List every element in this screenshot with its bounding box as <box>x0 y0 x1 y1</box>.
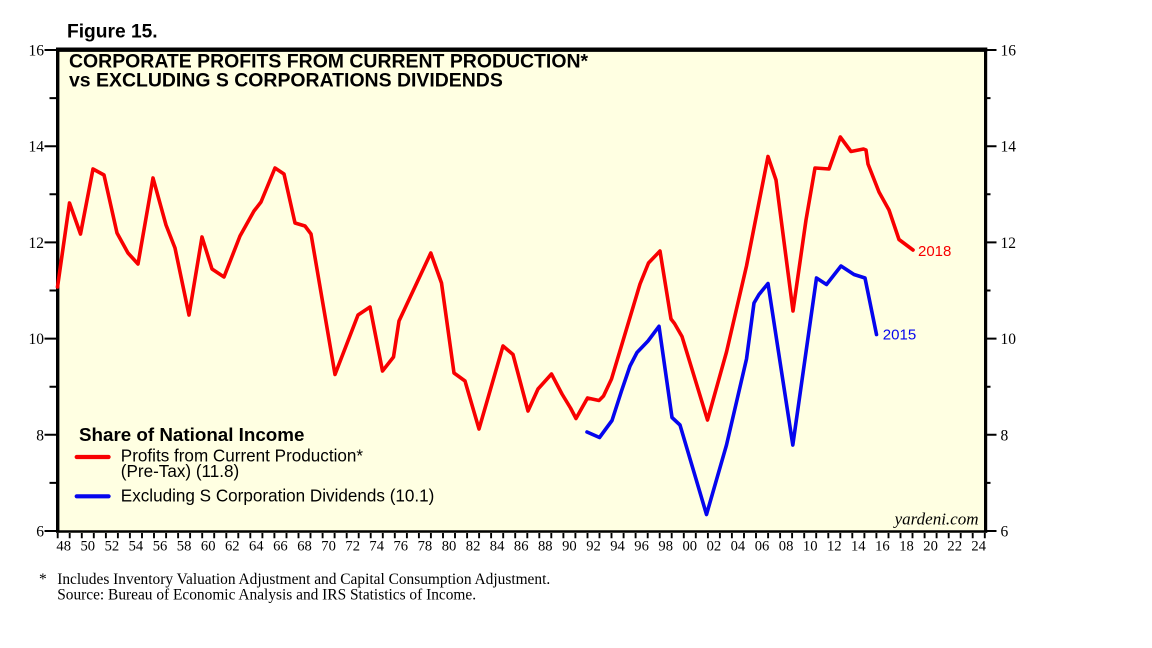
svg-text:10: 10 <box>29 331 45 348</box>
svg-text:vs EXCLUDING S CORPORATIONS DI: vs EXCLUDING S CORPORATIONS DIVIDENDS <box>69 70 503 92</box>
svg-text:8: 8 <box>36 427 44 444</box>
svg-text:82: 82 <box>466 539 481 555</box>
svg-text:66: 66 <box>273 539 288 555</box>
svg-text:74: 74 <box>369 539 384 555</box>
svg-text:86: 86 <box>514 539 529 555</box>
svg-text:68: 68 <box>297 539 312 555</box>
svg-text:62: 62 <box>225 539 240 555</box>
svg-text:98: 98 <box>658 539 673 555</box>
svg-text:76: 76 <box>394 539 409 555</box>
svg-text:14: 14 <box>851 539 866 555</box>
svg-text:00: 00 <box>683 539 698 555</box>
svg-text:16: 16 <box>1001 43 1017 60</box>
svg-text:2018: 2018 <box>918 243 951 260</box>
svg-text:Excluding S Corporation Divide: Excluding S Corporation Dividends (10.1) <box>121 486 435 505</box>
svg-text:Includes Inventory Valuation A: Includes Inventory Valuation Adjustment … <box>57 571 550 588</box>
svg-text:12: 12 <box>1001 235 1017 252</box>
svg-text:Source: Bureau of Economic Ana: Source: Bureau of Economic Analysis and … <box>57 587 476 604</box>
svg-text:16: 16 <box>29 43 45 60</box>
svg-text:16: 16 <box>875 539 890 555</box>
svg-text:6: 6 <box>1001 524 1009 541</box>
svg-text:6: 6 <box>36 524 44 541</box>
svg-text:52: 52 <box>105 539 120 555</box>
svg-text:CORPORATE PROFITS FROM CURRENT: CORPORATE PROFITS FROM CURRENT PRODUCTIO… <box>69 51 588 73</box>
svg-text:96: 96 <box>634 539 649 555</box>
svg-text:*: * <box>39 571 47 588</box>
svg-text:56: 56 <box>153 539 168 555</box>
svg-text:14: 14 <box>29 139 45 156</box>
svg-text:06: 06 <box>755 539 770 555</box>
svg-text:02: 02 <box>707 539 722 555</box>
svg-text:20: 20 <box>923 539 938 555</box>
svg-text:14: 14 <box>1001 139 1017 156</box>
svg-text:78: 78 <box>418 539 433 555</box>
svg-text:04: 04 <box>731 539 746 555</box>
svg-text:12: 12 <box>827 539 842 555</box>
svg-text:90: 90 <box>562 539 577 555</box>
svg-text:12: 12 <box>29 235 45 252</box>
svg-text:94: 94 <box>610 539 625 555</box>
svg-text:70: 70 <box>321 539 336 555</box>
svg-text:60: 60 <box>201 539 216 555</box>
svg-text:80: 80 <box>442 539 457 555</box>
svg-text:2015: 2015 <box>883 326 916 343</box>
svg-text:10: 10 <box>1001 331 1017 348</box>
svg-text:Profits from Current Productio: Profits from Current Production* <box>121 447 364 466</box>
svg-text:10: 10 <box>803 539 818 555</box>
svg-text:Share of National Income: Share of National Income <box>79 424 304 445</box>
svg-text:88: 88 <box>538 539 553 555</box>
svg-text:Figure 15.: Figure 15. <box>67 21 158 42</box>
svg-text:08: 08 <box>779 539 794 555</box>
svg-text:24: 24 <box>971 539 986 555</box>
svg-text:(Pre-Tax) (11.8): (Pre-Tax) (11.8) <box>121 462 239 481</box>
svg-text:58: 58 <box>177 539 192 555</box>
svg-text:50: 50 <box>81 539 96 555</box>
svg-text:72: 72 <box>345 539 360 555</box>
svg-text:18: 18 <box>899 539 914 555</box>
svg-text:8: 8 <box>1001 427 1009 444</box>
svg-text:yardeni.com: yardeni.com <box>893 509 979 528</box>
svg-text:48: 48 <box>56 539 71 555</box>
svg-text:54: 54 <box>129 539 144 555</box>
svg-text:92: 92 <box>586 539 601 555</box>
svg-text:22: 22 <box>947 539 962 555</box>
svg-text:64: 64 <box>249 539 264 555</box>
svg-text:84: 84 <box>490 539 505 555</box>
